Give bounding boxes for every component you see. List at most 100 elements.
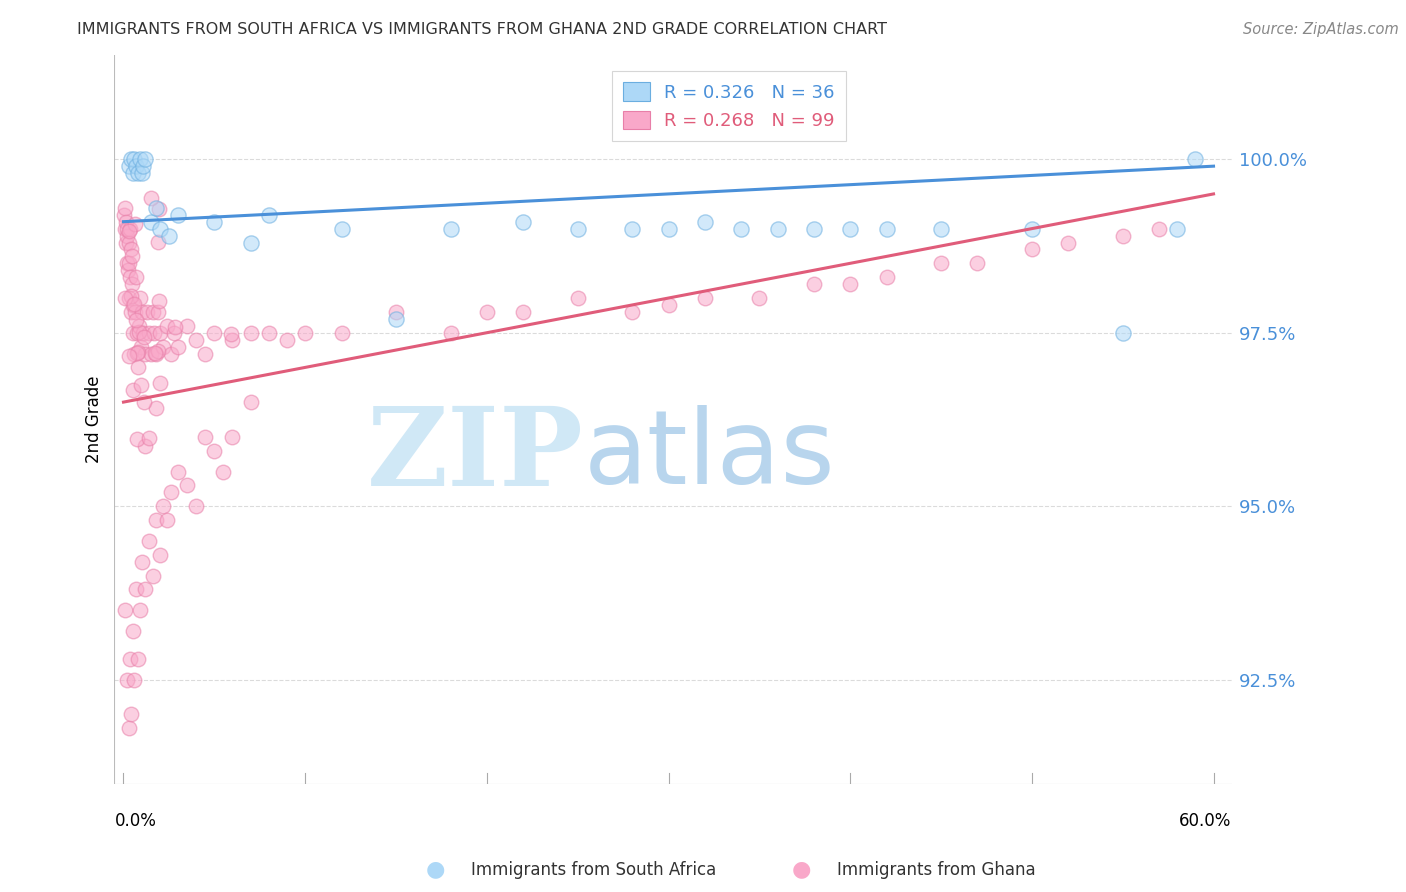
Point bbox=[128, 153, 150, 167]
Point bbox=[120, 707, 142, 722]
Point bbox=[966, 256, 988, 270]
Point bbox=[159, 485, 181, 500]
Point bbox=[239, 395, 262, 409]
Point bbox=[439, 326, 461, 340]
Point bbox=[148, 294, 170, 309]
Point bbox=[385, 305, 408, 319]
Point bbox=[127, 360, 149, 375]
Point bbox=[134, 330, 156, 344]
Point bbox=[148, 202, 170, 217]
Point bbox=[131, 555, 153, 569]
Point bbox=[117, 221, 139, 235]
Point bbox=[929, 221, 952, 235]
Point bbox=[120, 289, 142, 303]
Point bbox=[202, 215, 225, 229]
Point bbox=[146, 344, 169, 359]
Point bbox=[127, 433, 149, 447]
Point bbox=[128, 325, 150, 339]
Point bbox=[118, 350, 141, 364]
Point bbox=[125, 270, 148, 285]
Point bbox=[115, 256, 138, 270]
Point bbox=[120, 305, 142, 319]
Point bbox=[1021, 221, 1043, 235]
Point bbox=[839, 277, 862, 292]
Point bbox=[142, 305, 165, 319]
Point bbox=[167, 208, 190, 222]
Point bbox=[124, 346, 146, 360]
Point bbox=[115, 215, 138, 229]
Point bbox=[131, 166, 153, 180]
Point bbox=[876, 270, 898, 285]
Text: ●: ● bbox=[792, 860, 811, 880]
Point bbox=[239, 326, 262, 340]
Point bbox=[120, 153, 142, 167]
Point bbox=[1147, 221, 1170, 235]
Point bbox=[120, 270, 142, 285]
Point bbox=[165, 320, 187, 334]
Point bbox=[127, 652, 149, 666]
Point bbox=[748, 291, 770, 305]
Point bbox=[131, 377, 153, 392]
Point bbox=[114, 221, 136, 235]
Point bbox=[129, 340, 152, 354]
Point bbox=[112, 208, 135, 222]
Point bbox=[124, 153, 146, 167]
Point bbox=[221, 333, 243, 347]
Text: 60.0%: 60.0% bbox=[1180, 812, 1232, 830]
Point bbox=[125, 346, 148, 360]
Point bbox=[121, 249, 143, 263]
Point bbox=[149, 221, 172, 235]
Point bbox=[124, 305, 146, 319]
Point bbox=[138, 431, 160, 445]
Point bbox=[134, 439, 156, 453]
Point bbox=[145, 513, 167, 527]
Point bbox=[212, 465, 235, 479]
Point bbox=[693, 215, 716, 229]
Point bbox=[1112, 326, 1135, 340]
Text: Immigrants from Ghana: Immigrants from Ghana bbox=[837, 861, 1035, 879]
Point bbox=[257, 208, 280, 222]
Point bbox=[567, 291, 589, 305]
Point bbox=[803, 221, 825, 235]
Text: 0.0%: 0.0% bbox=[114, 812, 156, 830]
Point bbox=[876, 221, 898, 235]
Point bbox=[512, 215, 534, 229]
Point bbox=[221, 430, 243, 444]
Point bbox=[385, 311, 408, 326]
Point bbox=[839, 221, 862, 235]
Point bbox=[128, 291, 150, 305]
Point bbox=[202, 443, 225, 458]
Point bbox=[156, 318, 179, 333]
Point bbox=[202, 326, 225, 340]
Point bbox=[567, 221, 589, 235]
Point bbox=[114, 291, 136, 305]
Point bbox=[122, 298, 145, 312]
Point bbox=[186, 333, 208, 347]
Point bbox=[132, 326, 155, 340]
Point bbox=[118, 652, 141, 666]
Point bbox=[142, 568, 165, 582]
Point bbox=[156, 513, 179, 527]
Point bbox=[152, 340, 174, 354]
Point bbox=[134, 153, 156, 167]
Point bbox=[439, 221, 461, 235]
Point bbox=[138, 326, 160, 340]
Text: Immigrants from South Africa: Immigrants from South Africa bbox=[471, 861, 716, 879]
Point bbox=[121, 166, 143, 180]
Point bbox=[146, 305, 169, 319]
Text: ZIP: ZIP bbox=[367, 402, 583, 509]
Point bbox=[163, 326, 186, 340]
Point bbox=[115, 228, 138, 243]
Point bbox=[128, 603, 150, 617]
Point bbox=[929, 256, 952, 270]
Point bbox=[136, 305, 159, 319]
Text: ●: ● bbox=[426, 860, 446, 880]
Point bbox=[159, 346, 181, 360]
Point bbox=[121, 326, 143, 340]
Point bbox=[657, 221, 679, 235]
Text: IMMIGRANTS FROM SOUTH AFRICA VS IMMIGRANTS FROM GHANA 2ND GRADE CORRELATION CHAR: IMMIGRANTS FROM SOUTH AFRICA VS IMMIGRAN… bbox=[77, 22, 887, 37]
Point bbox=[167, 340, 190, 354]
Point bbox=[139, 346, 162, 360]
Point bbox=[149, 548, 172, 562]
Point bbox=[152, 499, 174, 513]
